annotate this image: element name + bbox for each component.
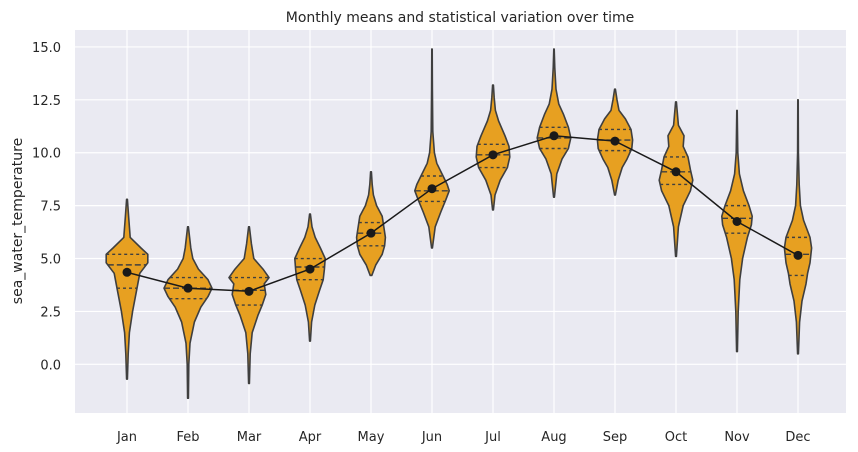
violin-body (783, 99, 813, 355)
mean-point (793, 250, 803, 260)
mean-point (549, 131, 559, 141)
violin-body (414, 48, 450, 249)
violin-body (163, 225, 213, 399)
x-tick-label: Dec (785, 430, 810, 445)
violin-body (721, 109, 753, 353)
x-tick-label: Jul (484, 430, 501, 445)
x-tick-label: Jun (421, 430, 442, 445)
mean-line (126, 135, 799, 293)
violin-jun (414, 48, 450, 249)
mean-point (427, 184, 437, 194)
mean-point (732, 217, 742, 226)
mean-point (671, 167, 681, 177)
y-tick-labels: 0.0 2.5 5.0 7.5 10.0 12.5 15.0 (32, 41, 61, 373)
chart-title: Monthly means and statistical variation … (286, 10, 634, 26)
x-tick-label: Feb (176, 430, 199, 445)
mean-point (244, 286, 254, 296)
x-tick-label: May (358, 430, 385, 445)
mean-point (488, 150, 498, 160)
y-tick-label: 7.5 (40, 200, 61, 215)
violins-layer (105, 48, 813, 399)
mean-line-layer (122, 131, 803, 296)
y-tick-label: 15.0 (32, 41, 61, 56)
mean-point (122, 267, 132, 277)
mean-point (183, 283, 193, 293)
x-tick-label: Nov (724, 430, 750, 445)
y-tick-label: 0.0 (40, 358, 61, 373)
mean-point (366, 228, 376, 238)
x-tick-labels: Jan Feb Mar Apr May Jun Jul Aug Sep Oct Nov Dec (116, 430, 811, 445)
violin-may (355, 170, 387, 277)
violin-jul (475, 84, 511, 211)
y-tick-label: 2.5 (40, 305, 61, 320)
violin-aug (536, 48, 572, 198)
mean-point (305, 264, 315, 274)
y-tick-label: 10.0 (32, 147, 61, 162)
x-tick-label: Sep (603, 430, 628, 445)
mean-point (610, 136, 620, 146)
violin-body (294, 213, 326, 342)
y-tick-label: 5.0 (40, 253, 61, 268)
y-axis-label: sea_water_temperature (10, 138, 26, 304)
x-tick-label: Oct (665, 430, 687, 445)
violin-jan (105, 198, 149, 380)
x-tick-label: Mar (237, 430, 262, 445)
x-tick-label: Apr (299, 430, 322, 445)
plot-background (75, 30, 846, 413)
x-tick-label: Jan (116, 430, 137, 445)
violin-body (658, 101, 694, 258)
violin-body (105, 198, 149, 380)
x-tick-label: Aug (541, 430, 566, 445)
y-tick-label: 12.5 (32, 94, 61, 109)
